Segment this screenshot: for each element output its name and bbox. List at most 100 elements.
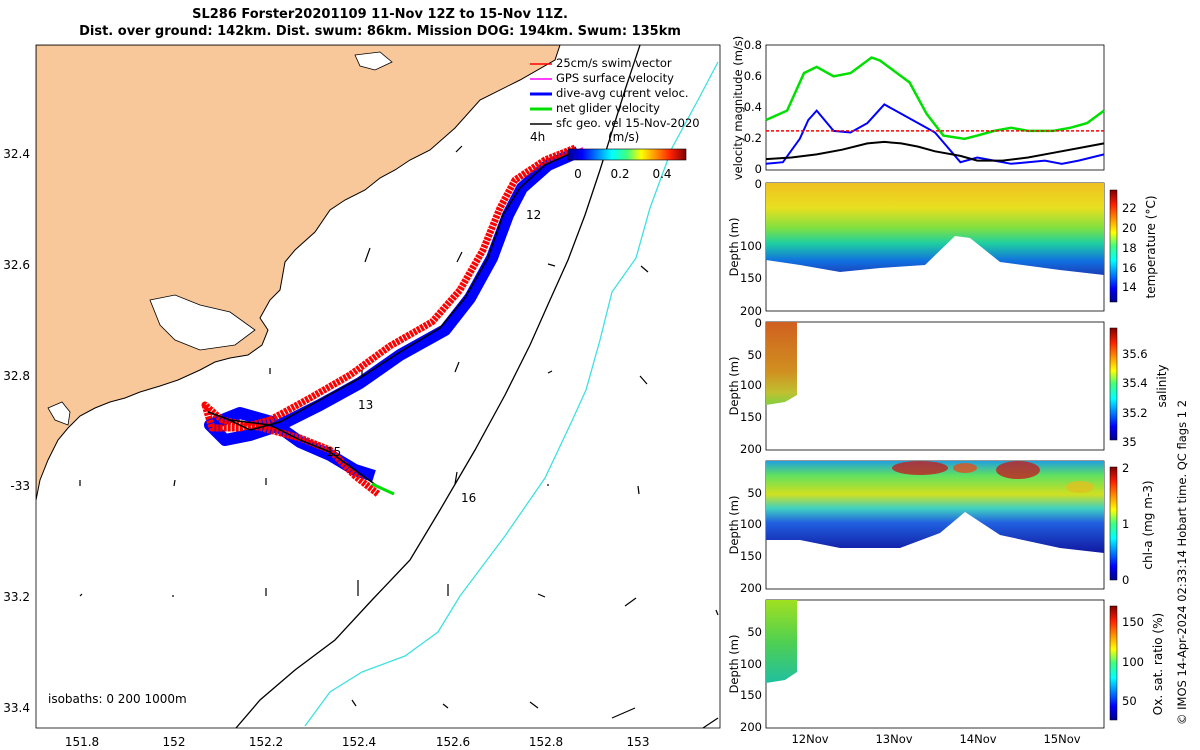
chlorophyll-panel: Depth (m) 50 100 150 200 0 1 2 chl-a (mg… (727, 460, 1155, 595)
chlorophyll-y-label: Depth (m) (727, 496, 741, 555)
time-x-tick: 13Nov (875, 732, 912, 746)
isobath-200 (235, 45, 641, 728)
depth-tick: 150 (740, 549, 762, 563)
velocity-y-ticks: 0 0.2 0.4 0.6 0.8 (744, 38, 762, 176)
salinity-colorbar-label: salinity (1155, 364, 1169, 407)
colorbar-left-label: 4h (530, 130, 545, 144)
map-y-ticks: 32.4 32.6 32.8 -33 33.2 33.4 (3, 147, 30, 715)
colorbar-gradient (567, 148, 687, 161)
legend-item: 25cm/s swim vector (556, 56, 672, 70)
map-x-tick: 152.6 (436, 735, 470, 749)
velocity-y-tick: 0.8 (744, 38, 762, 52)
time-x-tick: 15Nov (1043, 732, 1080, 746)
colorbar-tick: 18 (1122, 241, 1137, 255)
time-x-tick: 12Nov (791, 732, 828, 746)
temperature-colorbar-label: temperature (°C) (1144, 196, 1158, 299)
map-x-tick: 152.2 (249, 735, 283, 749)
land-mass (36, 45, 561, 501)
day-label: 12 (526, 208, 541, 222)
map-y-tick: 32.8 (3, 369, 30, 383)
title-line-1: SL286 Forster20201109 11-Nov 12Z to 15-N… (192, 7, 568, 22)
velocity-frame (765, 44, 1105, 171)
depth-tick: 0 (755, 177, 762, 191)
net-glider-velocity-line (765, 56, 1105, 141)
map-x-ticks: 151.8 152 152.2 152.4 152.6 152.8 153 (65, 735, 650, 749)
net-velocity-track (207, 149, 579, 489)
colorbar-tick: 0.2 (610, 167, 629, 181)
colorbar-tick: 150 (1122, 615, 1144, 629)
depth-tick: 100 (740, 657, 762, 671)
colorbar-tick: 20 (1122, 221, 1137, 235)
figure-title: SL286 Forster20201109 11-Nov 12Z to 15-N… (0, 6, 760, 40)
depth-tick: 50 (747, 625, 762, 639)
net-velocity-arrow (371, 482, 395, 496)
day-label: 13 (358, 398, 373, 412)
lake-3 (354, 51, 393, 71)
oxygen-panel: Depth (m) 50 100 150 200 50 100 150 Ox. … (727, 599, 1165, 746)
map-x-tick: 152.4 (342, 735, 376, 749)
isobath-1000 (304, 61, 719, 727)
legend-item: GPS surface velocity (556, 71, 674, 85)
velocity-y-tick: 0.4 (744, 100, 762, 114)
velocity-y-tick: 0 (755, 162, 762, 176)
colorbar-tick: 35.6 (1122, 347, 1148, 361)
map-x-tick: 153 (627, 735, 650, 749)
sfc-geo-velocity-line (765, 140, 1105, 162)
map-x-tick: 152.8 (529, 735, 563, 749)
legend-item: dive-avg current veloc. (556, 86, 689, 100)
oxygen-colorbar-label: Ox. sat. ratio (%) (1151, 613, 1165, 715)
legend-item: net glider velocity (556, 101, 660, 115)
depth-tick: 200 (740, 720, 762, 734)
salinity-y-label: Depth (m) (727, 357, 741, 416)
depth-tick: 150 (740, 271, 762, 285)
oxygen-field (766, 600, 797, 683)
depth-tick: 150 (740, 688, 762, 702)
oxygen-frame (765, 599, 1105, 729)
depth-tick: 150 (740, 410, 762, 424)
temperature-y-label: Depth (m) (727, 218, 741, 277)
depth-tick: 100 (740, 517, 762, 531)
speed-colorbar: 4h (m/s) 0 0.2 0.4 (530, 130, 687, 181)
colorbar-tick: 35 (1122, 435, 1137, 449)
velocity-y-tick: 0.6 (744, 69, 762, 83)
depth-tick: 50 (747, 348, 762, 362)
velocity-panel: 0 0.2 0.4 0.6 0.8 velocity magnitude (m/… (731, 36, 1105, 180)
depth-tick: 100 (740, 378, 762, 392)
chlorophyll-hotspots (892, 461, 1094, 493)
salinity-frame (765, 321, 1105, 451)
map-y-tick: 33.4 (3, 701, 30, 715)
map-y-tick: 32.6 (3, 258, 30, 272)
title-line-2: Dist. over ground: 142km. Dist. swum: 86… (79, 24, 681, 39)
map-panel: 151.8 152 152.2 152.4 152.6 152.8 153 32… (3, 44, 721, 749)
day-label: 15 (326, 445, 341, 459)
colorbar-tick: 100 (1122, 655, 1144, 669)
salinity-field (766, 322, 797, 405)
colorbar-tick: 35.4 (1122, 376, 1148, 390)
dive-avg-current-line (765, 103, 1105, 165)
depth-tick: 200 (740, 304, 762, 318)
map-y-tick: -33 (10, 479, 30, 493)
colorbar-tick: 16 (1122, 261, 1137, 275)
oxygen-y-label: Depth (m) (727, 635, 741, 694)
lake-2 (47, 401, 71, 426)
colorbar-tick: 0 (574, 167, 582, 181)
oxygen-colorbar (1109, 605, 1118, 721)
isobath-label: isobaths: 0 200 1000m (48, 692, 187, 706)
legend-item: sfc geo. vel 15-Nov-2020 (556, 116, 700, 130)
temperature-colorbar (1109, 189, 1118, 303)
colorbar-tick: 22 (1122, 201, 1137, 215)
temperature-panel: Depth (m) 0 100 150 200 14 16 18 20 22 t… (727, 177, 1158, 318)
day-label: 16 (461, 491, 476, 505)
colorbar-tick: 50 (1122, 694, 1137, 708)
velocity-series-group (765, 56, 1105, 165)
map-legend: 25cm/s swim vector GPS surface velocity … (530, 56, 700, 130)
map-y-tick: 32.4 (3, 147, 30, 161)
time-x-tick: 14Nov (959, 732, 996, 746)
geostrophic-arrow-field (79, 145, 719, 728)
map-x-tick: 151.8 (65, 735, 99, 749)
colorbar-tick: 2 (1122, 461, 1129, 475)
chlorophyll-colorbar (1109, 466, 1118, 581)
salinity-panel: Depth (m) 0 50 100 150 200 35 35.2 35.4 … (727, 316, 1169, 456)
depth-tick: 200 (740, 442, 762, 456)
